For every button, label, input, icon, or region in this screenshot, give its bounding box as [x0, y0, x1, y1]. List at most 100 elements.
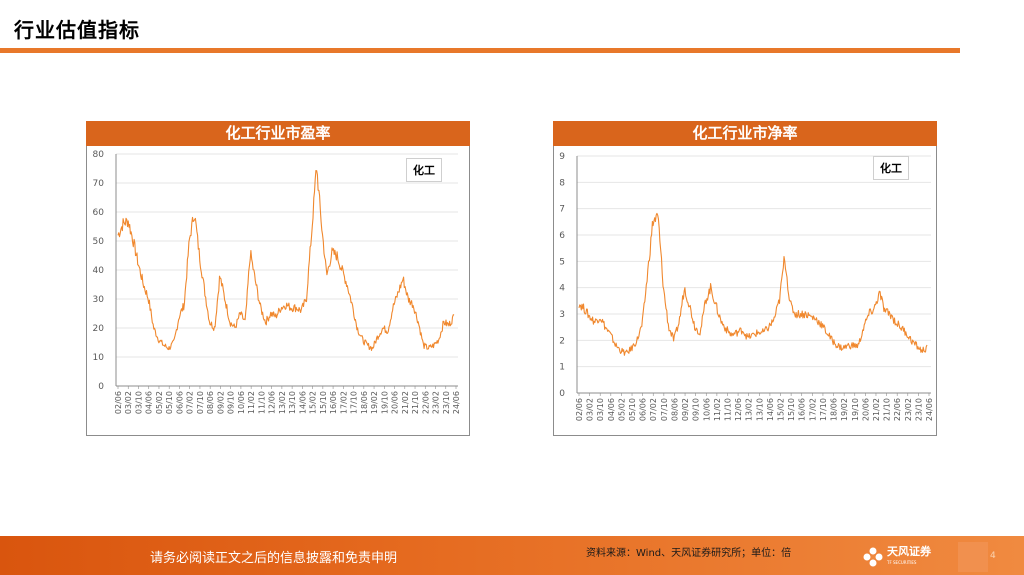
pb-x-tick-label: 05/02 — [617, 398, 626, 421]
pb-x-tick-label: 24/06 — [925, 398, 934, 421]
pe-x-tick-label: 10/06 — [237, 391, 246, 414]
pe-x-tick-label: 11/02 — [247, 391, 256, 414]
pb-series-line — [578, 212, 928, 356]
pb-x-tick-label: 11/10 — [723, 398, 732, 421]
pb-x-tick-label: 16/06 — [798, 398, 807, 421]
pb-x-tick-label: 22/06 — [893, 398, 902, 421]
pe-x-tick-label: 20/06 — [391, 391, 400, 414]
pe-x-tick-label: 04/06 — [145, 391, 154, 414]
pe-x-tick-label: 15/10 — [319, 391, 328, 414]
pb-chart-title: 化工行业市净率 — [553, 121, 937, 146]
pe-y-tick-label: 70 — [93, 179, 105, 189]
pb-x-tick-label: 21/10 — [883, 398, 892, 421]
pe-x-tick-label: 07/02 — [186, 391, 195, 414]
company-logo: 天风证券 TF SECURITIES — [862, 546, 931, 568]
pe-x-tick-label: 23/02 — [432, 391, 441, 414]
pb-x-tick-label: 23/02 — [904, 398, 913, 421]
pb-x-tick-label: 08/06 — [670, 398, 679, 421]
pe-chart-title: 化工行业市盈率 — [86, 121, 470, 146]
pb-x-tick-label: 03/02 — [586, 398, 595, 421]
pb-y-tick-label: 8 — [559, 178, 565, 188]
pb-x-tick-label: 20/06 — [861, 398, 870, 421]
pe-x-tick-label: 22/06 — [421, 391, 430, 414]
pe-x-tick-label: 16/06 — [329, 391, 338, 414]
pb-x-tick-label: 17/02 — [808, 398, 817, 421]
pe-y-tick-label: 30 — [93, 295, 105, 305]
pe-x-tick-label: 19/02 — [370, 391, 379, 414]
logo-text: 天风证券 — [887, 545, 931, 558]
pb-x-tick-label: 13/10 — [755, 398, 764, 421]
source-note: 资料来源：Wind、天风证券研究所；单位：倍 — [586, 548, 792, 559]
pb-x-tick-label: 17/10 — [819, 398, 828, 421]
pb-x-tick-label: 19/10 — [851, 398, 860, 421]
title-rule — [0, 48, 960, 53]
pe-x-tick-label: 13/02 — [278, 391, 287, 414]
pb-y-tick-label: 7 — [559, 205, 565, 215]
pe-y-tick-label: 50 — [93, 237, 105, 247]
corner-decoration — [958, 542, 988, 572]
pe-x-tick-label: 17/10 — [350, 391, 359, 414]
pb-x-tick-label: 07/02 — [649, 398, 658, 421]
pb-x-tick-label: 07/10 — [660, 398, 669, 421]
page-title: 行业估值指标 — [14, 18, 140, 42]
pb-x-tick-label: 09/02 — [681, 398, 690, 421]
pb-x-tick-label: 02/06 — [575, 398, 584, 421]
pb-chart-frame — [553, 146, 937, 436]
pe-x-tick-label: 17/02 — [339, 391, 348, 414]
footer-disclaimer: 请务必阅读正文之后的信息披露和免责申明 — [150, 551, 398, 566]
pb-x-tick-label: 09/10 — [692, 398, 701, 421]
pe-legend-tag: 化工 — [406, 158, 442, 182]
pb-x-tick-label: 03/10 — [596, 398, 605, 421]
pe-x-tick-label: 09/10 — [227, 391, 236, 414]
flower-logo-icon — [863, 547, 883, 567]
pe-x-tick-label: 12/06 — [268, 391, 277, 414]
pb-x-tick-label: 06/06 — [639, 398, 648, 421]
pb-x-tick-label: 23/10 — [914, 398, 923, 421]
pe-x-tick-label: 09/02 — [216, 391, 225, 414]
pb-x-tick-label: 19/02 — [840, 398, 849, 421]
pe-x-tick-label: 03/02 — [124, 391, 133, 414]
pe-x-tick-label: 23/10 — [442, 391, 451, 414]
pb-y-tick-label: 4 — [559, 284, 565, 294]
pe-x-tick-label: 03/10 — [134, 391, 143, 414]
pb-x-tick-label: 12/06 — [734, 398, 743, 421]
logo-subtext: TF SECURITIES — [887, 560, 917, 565]
pe-x-tick-label: 08/06 — [206, 391, 215, 414]
pb-x-tick-label: 18/06 — [830, 398, 839, 421]
pb-x-tick-label: 15/02 — [777, 398, 786, 421]
pe-x-tick-label: 05/10 — [165, 391, 174, 414]
pb-x-tick-label: 05/10 — [628, 398, 637, 421]
pb-y-tick-label: 6 — [559, 231, 565, 241]
pe-y-tick-label: 60 — [93, 208, 105, 218]
pe-x-tick-label: 18/06 — [360, 391, 369, 414]
pb-x-tick-label: 13/02 — [745, 398, 754, 421]
pb-x-tick-label: 15/10 — [787, 398, 796, 421]
pe-x-tick-label: 02/06 — [114, 391, 123, 414]
pe-y-tick-label: 0 — [98, 382, 104, 392]
pe-x-tick-label: 13/10 — [288, 391, 297, 414]
page-number: 4 — [990, 551, 996, 561]
pe-y-tick-label: 20 — [93, 324, 105, 334]
pe-x-tick-label: 14/06 — [298, 391, 307, 414]
pe-x-tick-label: 05/02 — [155, 391, 164, 414]
pb-y-tick-label: 5 — [559, 257, 565, 267]
pb-x-tick-label: 14/06 — [766, 398, 775, 421]
pb-y-tick-label: 3 — [559, 310, 565, 320]
pe-chart-panel: 化工行业市盈率 80 70 60 50 40 30 20 10 0 02/06 03/02 03/10… — [86, 121, 470, 436]
pb-x-tick-label: 21/02 — [872, 398, 881, 421]
pb-y-tick-label: 2 — [559, 336, 565, 346]
pb-y-tick-label: 9 — [559, 152, 565, 162]
pb-x-tick-label: 10/06 — [702, 398, 711, 421]
pe-x-tick-label: 07/10 — [196, 391, 205, 414]
pb-line-chart: 9 8 7 6 5 4 3 2 1 0 02/06 03/02 03/10 04/06 05/02 05/10… — [559, 152, 934, 421]
pe-series-line — [117, 169, 455, 351]
footer-bar — [0, 536, 1024, 575]
pe-x-tick-label: 21/02 — [401, 391, 410, 414]
pe-y-tick-label: 80 — [93, 150, 105, 160]
pe-x-tick-label: 15/02 — [309, 391, 318, 414]
pe-y-tick-label: 40 — [93, 266, 105, 276]
pe-x-tick-label: 19/10 — [380, 391, 389, 414]
pe-y-tick-label: 10 — [93, 353, 105, 363]
pe-x-tick-label: 11/10 — [257, 391, 266, 414]
